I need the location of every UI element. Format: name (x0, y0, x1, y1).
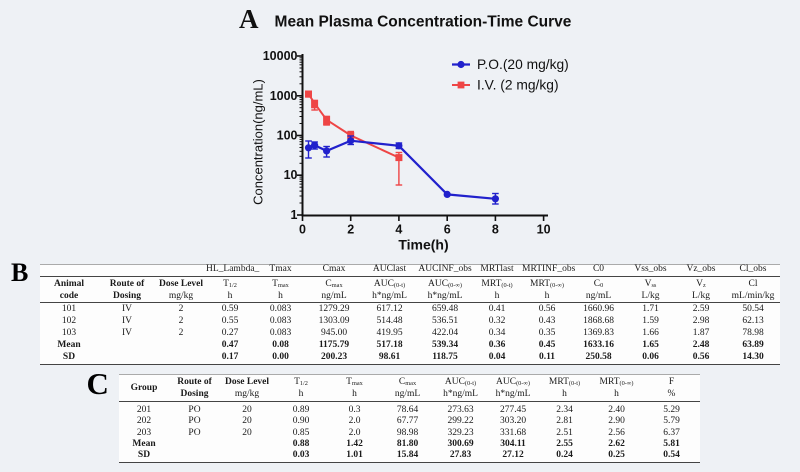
svg-text:Concentration(ng/mL): Concentration(ng/mL) (251, 79, 266, 205)
svg-text:0: 0 (299, 223, 306, 237)
svg-text:4: 4 (395, 223, 402, 237)
svg-text:6: 6 (444, 223, 451, 237)
svg-text:P.O.(20 mg/kg): P.O.(20 mg/kg) (477, 57, 569, 72)
svg-text:Time(h): Time(h) (398, 237, 448, 253)
svg-text:8: 8 (492, 223, 499, 237)
svg-text:Mean Plasma Concentration-Time: Mean Plasma Concentration-Time Curve (275, 14, 572, 31)
svg-text:2: 2 (347, 223, 354, 237)
svg-text:1: 1 (291, 208, 298, 222)
svg-text:10000: 10000 (263, 49, 298, 63)
svg-text:10: 10 (537, 223, 551, 237)
svg-text:100: 100 (277, 129, 298, 143)
svg-text:A: A (239, 4, 259, 34)
svg-text:1000: 1000 (270, 89, 298, 103)
svg-text:I.V. (2 mg/kg): I.V. (2 mg/kg) (477, 78, 559, 93)
svg-text:10: 10 (284, 168, 298, 182)
